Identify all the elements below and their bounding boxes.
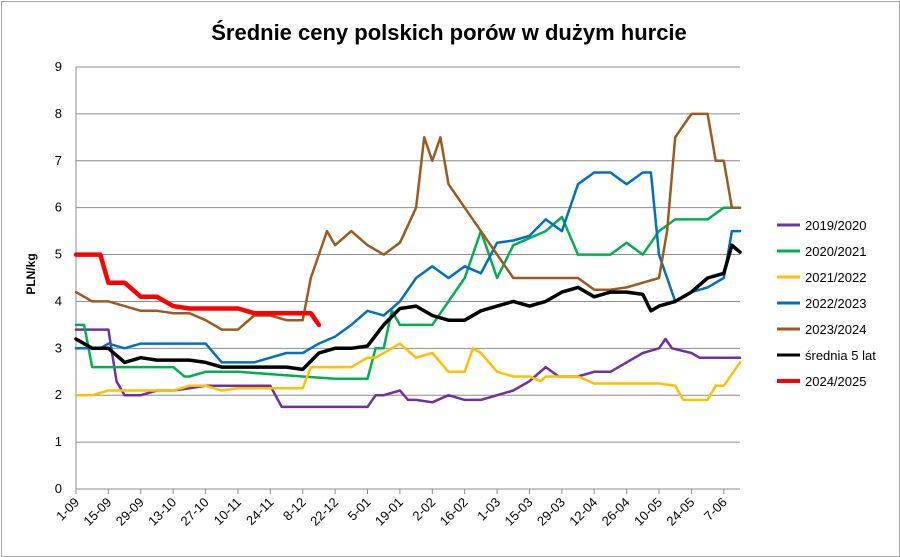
series-line-4 xyxy=(74,112,742,331)
y-tick-label: 0 xyxy=(55,481,62,496)
x-tick-label: 7-06 xyxy=(701,495,730,524)
x-tick-label: 15-03 xyxy=(501,495,535,529)
axes xyxy=(75,67,740,490)
x-tick-label: 29-03 xyxy=(534,495,568,529)
x-tick-label: 10-11 xyxy=(211,495,244,528)
y-axis-label: PLN/kg xyxy=(24,253,38,294)
x-tick-label: 22-12 xyxy=(307,495,341,529)
chart-title: Średnie ceny polskich porów w dużym hurc… xyxy=(211,20,687,45)
series-line-1 xyxy=(74,206,742,381)
legend: 2019/2020 2020/2021 2021/2022 2022/2023 2023… xyxy=(777,218,876,389)
y-tick-label: 3 xyxy=(55,340,62,355)
series-line-5 xyxy=(74,243,742,372)
y-tick-label: 6 xyxy=(55,200,62,215)
x-tick-label: 1-09 xyxy=(53,495,82,524)
legend-label: 2020/2021 xyxy=(805,244,866,259)
legend-label: średnia 5 lat xyxy=(805,348,876,363)
y-tick-label: 5 xyxy=(55,247,62,262)
x-tick-label: 13-10 xyxy=(145,495,179,529)
y-tick-label: 4 xyxy=(55,293,62,308)
series-line-6 xyxy=(73,252,322,328)
x-tick-label: 24-11 xyxy=(243,495,276,528)
legend-label: 2019/2020 xyxy=(805,218,866,233)
x-tick-label: 19-01 xyxy=(372,495,406,529)
x-tick-label: 12-04 xyxy=(566,495,600,529)
legend-label: 2022/2023 xyxy=(805,296,866,311)
x-tick-label: 10-05 xyxy=(631,495,665,529)
x-tick-label: 26-04 xyxy=(599,495,633,529)
y-tick-label: 9 xyxy=(55,59,62,74)
legend-label: 2024/2025 xyxy=(805,374,866,389)
legend-label: 2021/2022 xyxy=(805,270,866,285)
x-tick-label: 15-09 xyxy=(80,495,114,529)
series-lines xyxy=(73,112,742,409)
x-tick-label: 29-09 xyxy=(113,495,147,529)
x-tick-label: 24-05 xyxy=(663,495,697,529)
y-tick-label: 1 xyxy=(55,434,62,449)
x-tick-label: 27-10 xyxy=(178,495,212,529)
y-tick-label: 7 xyxy=(55,153,62,168)
x-tick-label: 5-01 xyxy=(345,495,374,524)
x-tick-label: 2-02 xyxy=(409,495,438,524)
legend-label: 2023/2024 xyxy=(805,322,866,337)
x-tick-label: 8-12 xyxy=(280,495,309,524)
y-tick-label: 2 xyxy=(55,387,62,402)
y-tick-label: 8 xyxy=(55,106,62,121)
y-axis-ticks: 0 1 2 3 4 5 6 7 8 9 xyxy=(55,59,62,496)
x-tick-label: 1-03 xyxy=(474,495,503,524)
series-line-3 xyxy=(74,171,742,364)
grid-lines xyxy=(76,66,740,490)
series-line-2 xyxy=(74,342,742,402)
x-tick-label: 16-02 xyxy=(437,495,471,529)
